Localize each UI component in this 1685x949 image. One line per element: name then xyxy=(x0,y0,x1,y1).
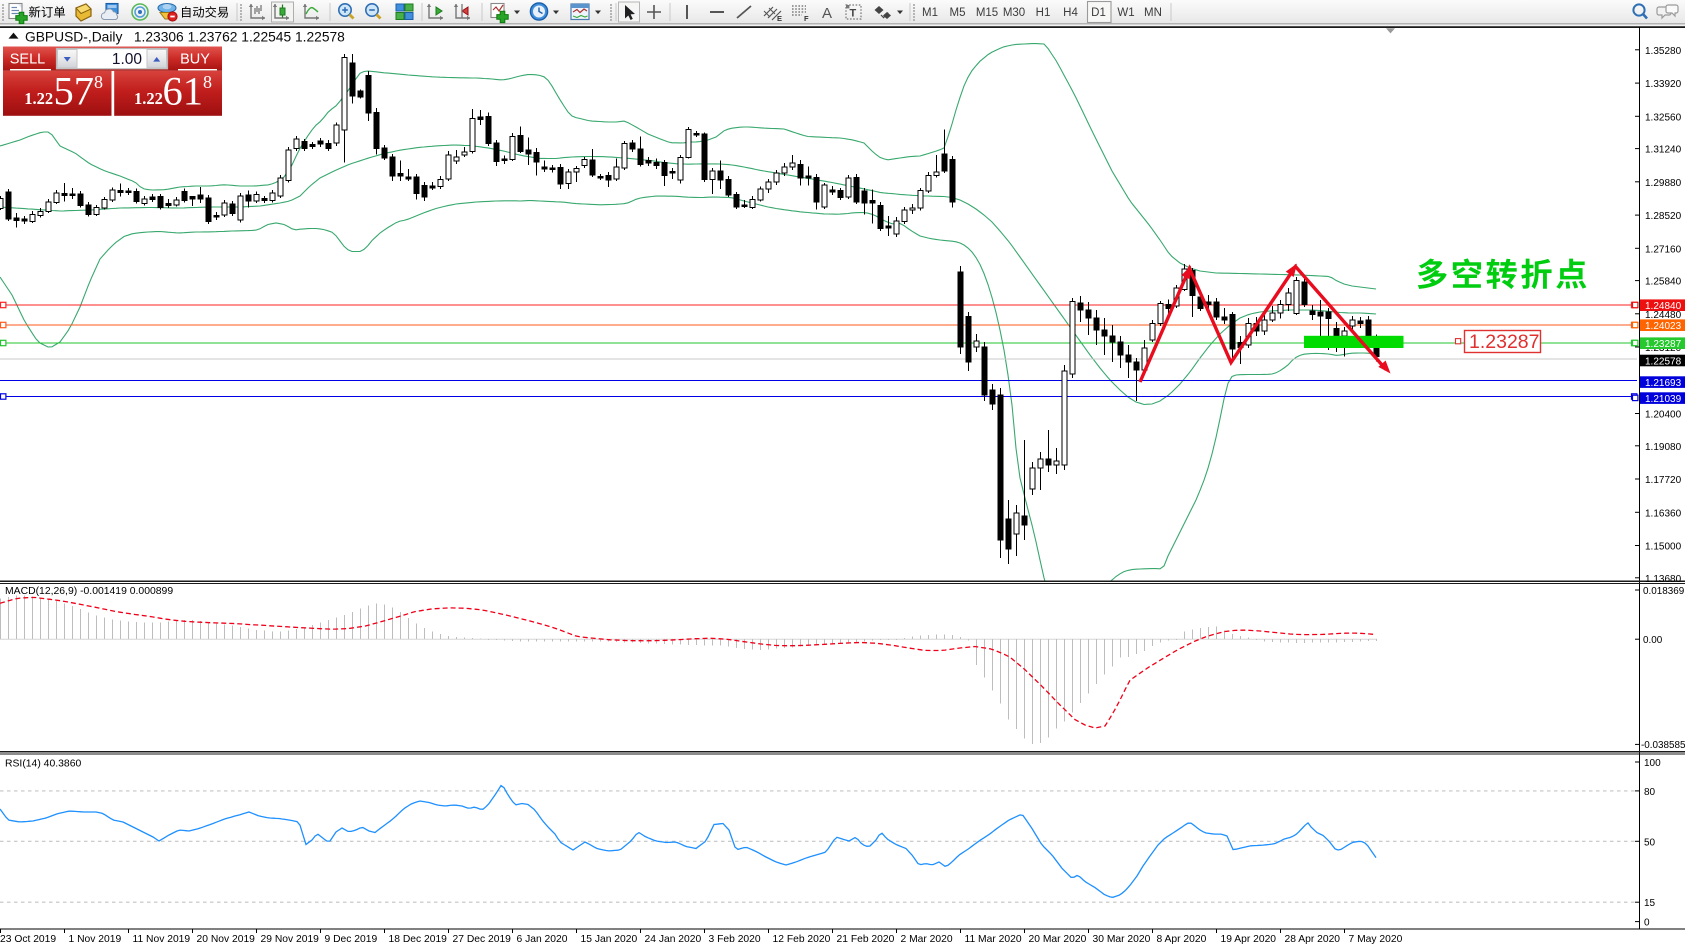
svg-text:61: 61 xyxy=(163,69,204,114)
svg-text:100: 100 xyxy=(1644,758,1661,769)
svg-text:24 Jan 2020: 24 Jan 2020 xyxy=(645,934,702,945)
svg-text:23 Oct 2019: 23 Oct 2019 xyxy=(0,934,56,945)
svg-text:GBPUSD-,Daily 1.23306 1.2376: GBPUSD-,Daily 1.23306 1.23762 1.22545 1.… xyxy=(25,29,345,44)
svg-text:27 Dec 2019: 27 Dec 2019 xyxy=(453,934,512,945)
svg-text:1.13680: 1.13680 xyxy=(1645,574,1682,585)
svg-text:-0.038585: -0.038585 xyxy=(1641,740,1685,751)
svg-text:1.21039: 1.21039 xyxy=(1645,394,1682,405)
svg-text:SELL: SELL xyxy=(10,52,45,68)
svg-text:1.24023: 1.24023 xyxy=(1645,321,1682,332)
svg-text:28 Apr 2020: 28 Apr 2020 xyxy=(1285,934,1341,945)
svg-text:1.22: 1.22 xyxy=(134,89,163,108)
svg-text:6 Jan 2020: 6 Jan 2020 xyxy=(517,934,568,945)
svg-text:H1: H1 xyxy=(1036,7,1051,19)
svg-text:0.00: 0.00 xyxy=(1643,635,1663,646)
svg-text:11 Mar 2020: 11 Mar 2020 xyxy=(965,934,1022,945)
svg-text:0.018369: 0.018369 xyxy=(1643,586,1685,597)
svg-text:BUY: BUY xyxy=(180,52,210,68)
svg-text:W1: W1 xyxy=(1117,7,1134,19)
svg-text:M5: M5 xyxy=(950,7,966,19)
svg-text:1.22578: 1.22578 xyxy=(1645,356,1682,367)
svg-text:15: 15 xyxy=(1644,898,1656,909)
svg-text:18 Dec 2019: 18 Dec 2019 xyxy=(389,934,448,945)
svg-text:M1: M1 xyxy=(922,7,938,19)
svg-text:20 Mar 2020: 20 Mar 2020 xyxy=(1029,934,1087,945)
svg-text:1.21693: 1.21693 xyxy=(1645,378,1682,389)
svg-text:E: E xyxy=(777,14,782,23)
svg-text:1.29880: 1.29880 xyxy=(1645,178,1682,189)
svg-text:30 Mar 2020: 30 Mar 2020 xyxy=(1093,934,1151,945)
svg-text:D1: D1 xyxy=(1091,7,1106,19)
svg-text:19 Apr 2020: 19 Apr 2020 xyxy=(1221,934,1277,945)
svg-text:9 Dec 2019: 9 Dec 2019 xyxy=(325,934,378,945)
svg-text:1.15000: 1.15000 xyxy=(1645,542,1682,553)
svg-text:1.16360: 1.16360 xyxy=(1645,508,1682,519)
svg-text:8 Apr 2020: 8 Apr 2020 xyxy=(1157,934,1207,945)
svg-text:1.17720: 1.17720 xyxy=(1645,475,1682,486)
svg-text:1.33920: 1.33920 xyxy=(1645,79,1682,90)
svg-text:2 Mar 2020: 2 Mar 2020 xyxy=(901,934,953,945)
svg-text:T: T xyxy=(850,8,857,20)
svg-text:M30: M30 xyxy=(1003,7,1025,19)
svg-text:1.24480: 1.24480 xyxy=(1645,310,1682,321)
svg-text:M15: M15 xyxy=(976,7,998,19)
svg-text:A: A xyxy=(822,5,832,22)
svg-text:RSI(14) 40.3860: RSI(14) 40.3860 xyxy=(5,759,81,770)
svg-text:1 Nov 2019: 1 Nov 2019 xyxy=(69,934,122,945)
svg-text:0: 0 xyxy=(1644,918,1650,929)
svg-text:1.28520: 1.28520 xyxy=(1645,211,1682,222)
svg-text:1.31240: 1.31240 xyxy=(1645,145,1682,156)
svg-text:7 May 2020: 7 May 2020 xyxy=(1349,934,1403,945)
svg-text:1.00: 1.00 xyxy=(112,51,143,68)
svg-text:1.27160: 1.27160 xyxy=(1645,244,1682,255)
svg-text:3 Feb 2020: 3 Feb 2020 xyxy=(709,934,761,945)
svg-text:1.19080: 1.19080 xyxy=(1645,442,1682,453)
svg-text:F: F xyxy=(804,14,809,23)
svg-text:MACD(12,26,9) -0.001419 0.0008: MACD(12,26,9) -0.001419 0.000899 xyxy=(5,586,173,597)
svg-text:1.25840: 1.25840 xyxy=(1645,277,1682,288)
svg-text:1.20400: 1.20400 xyxy=(1645,410,1682,421)
svg-text:MN: MN xyxy=(1144,7,1162,19)
svg-text:1.24840: 1.24840 xyxy=(1645,301,1682,312)
svg-text:80: 80 xyxy=(1644,787,1656,798)
svg-text:1.35280: 1.35280 xyxy=(1645,46,1682,57)
svg-text:20 Nov 2019: 20 Nov 2019 xyxy=(197,934,256,945)
svg-text:1.32560: 1.32560 xyxy=(1645,112,1682,123)
svg-text:15 Jan 2020: 15 Jan 2020 xyxy=(581,934,638,945)
svg-text:8: 8 xyxy=(203,72,212,92)
svg-text:21 Feb 2020: 21 Feb 2020 xyxy=(837,934,895,945)
svg-text:29 Nov 2019: 29 Nov 2019 xyxy=(261,934,320,945)
svg-text:12 Feb 2020: 12 Feb 2020 xyxy=(773,934,831,945)
svg-text:1.23287: 1.23287 xyxy=(1469,331,1540,353)
svg-text:H4: H4 xyxy=(1063,7,1078,19)
svg-text:50: 50 xyxy=(1644,837,1656,848)
svg-text:57: 57 xyxy=(54,69,95,114)
svg-text:8: 8 xyxy=(94,72,103,92)
svg-text:1.23287: 1.23287 xyxy=(1645,339,1682,350)
svg-text:1.22: 1.22 xyxy=(24,89,53,108)
svg-text:11 Nov 2019: 11 Nov 2019 xyxy=(133,934,191,945)
